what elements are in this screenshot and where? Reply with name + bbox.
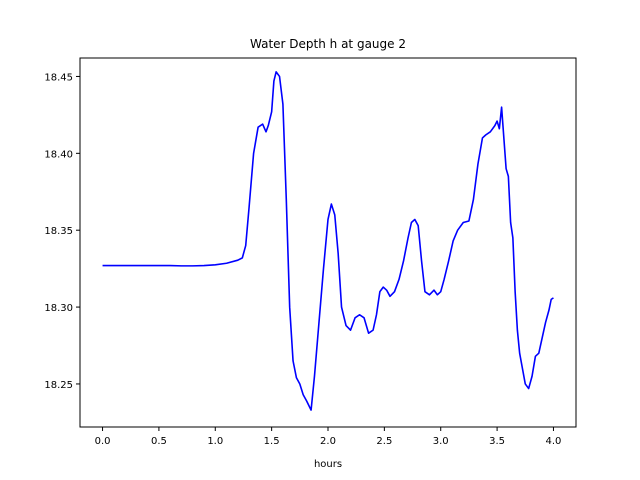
- y-tick-label: 18.45: [44, 72, 73, 83]
- y-tick-label: 18.40: [44, 149, 73, 160]
- x-tick-label: 3.5: [489, 436, 505, 447]
- x-tick-label: 4.0: [546, 436, 562, 447]
- x-tick-label: 0.0: [95, 436, 111, 447]
- y-tick-label: 18.25: [44, 380, 73, 391]
- plot-area: [79, 57, 577, 428]
- x-axis-label: hours: [314, 459, 342, 470]
- series-line-0: [102, 71, 554, 411]
- x-tick-label: 3.0: [433, 436, 449, 447]
- y-axis: 18.25 18.30 18.35 18.40 18.45: [44, 72, 80, 391]
- y-tick-label: 18.35: [44, 226, 73, 237]
- x-tick-label: 2.0: [320, 436, 336, 447]
- chart-title: Water Depth h at gauge 2: [250, 37, 406, 51]
- x-tick-label: 1.0: [207, 436, 223, 447]
- y-tick-label: 18.30: [44, 303, 73, 314]
- x-tick-label: 2.5: [376, 436, 392, 447]
- x-axis: 0.0 0.5 1.0 1.5 2.0 2.5 3.0 3.5 4.0: [95, 427, 562, 447]
- x-tick-label: 1.5: [264, 436, 280, 447]
- x-tick-label: 0.5: [151, 436, 167, 447]
